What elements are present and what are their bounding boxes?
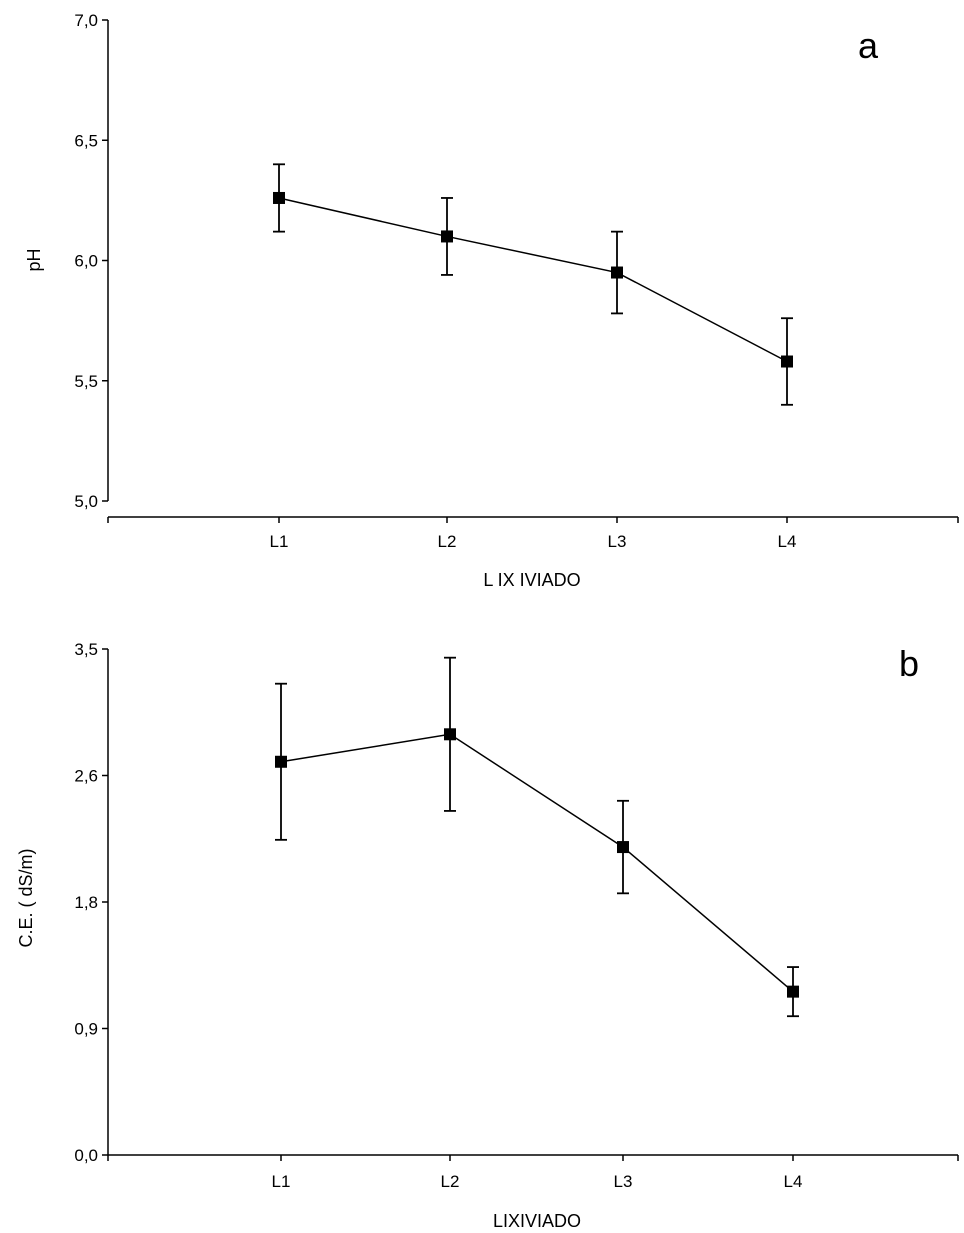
- panel-a-data-point-l1: [273, 191, 285, 204]
- panel-a-x-tick-label-l2: L2: [438, 532, 457, 551]
- panel-a-y-tick-label: 6,0: [74, 252, 98, 271]
- panel-a-y-tick-label: 5,5: [74, 372, 98, 391]
- panel-b-x-axis-title: LIXIVIADO: [493, 1211, 581, 1231]
- panel-b-x-tick-label-l2: L2: [441, 1172, 460, 1191]
- panel-a-letter: a: [858, 25, 879, 66]
- panel-a-y-axis-title: pH: [24, 248, 44, 271]
- panel-b-data-point-l1: [275, 755, 287, 768]
- panel-b-data-point-l4: [787, 985, 799, 998]
- panel-b-series-line: [280, 733, 794, 993]
- panel-a-data-point-l2: [441, 230, 453, 243]
- panel-b-chart: b LIXIVIADO C.E. ( dS/m) 0,0 0,9 1,8 2,6 3,5…: [16, 640, 959, 1231]
- panel-b-y-tick-label: 0,0: [74, 1146, 98, 1165]
- panel-b-data-point-l3: [617, 841, 629, 854]
- panel-a-x-tick-label-l1: L1: [270, 532, 289, 551]
- panel-a-x-axis-title: L IX IVIADO: [483, 570, 580, 590]
- panel-b-x-tick-label-l3: L3: [614, 1172, 633, 1191]
- panel-a-x-tick-label-l3: L3: [608, 532, 627, 551]
- panel-a-series-line: [278, 197, 788, 363]
- panel-b-y-tick-label: 1,8: [74, 893, 98, 912]
- panel-a-data-point-l4: [781, 355, 793, 368]
- panel-b-y-tick-label: 2,6: [74, 767, 98, 786]
- panel-b-y-tick-label: 3,5: [74, 640, 98, 659]
- panel-a-y-tick-label: 6,5: [74, 131, 98, 150]
- panel-b-x-tick-label-l1: L1: [272, 1172, 291, 1191]
- panel-b-data-point-l2: [444, 728, 456, 741]
- panel-a-data-point-l3: [611, 266, 623, 279]
- panel-b-y-axis-title: C.E. ( dS/m): [16, 848, 36, 947]
- panel-b-x-tick-label-l4: L4: [784, 1172, 803, 1191]
- panel-a-y-tick-label: 7,0: [74, 11, 98, 30]
- panel-a-chart: a L IX IVIADO pH 5,0 5,5 6,0 6,5 7,0 L1 L2 L3 L4: [24, 11, 959, 590]
- panel-a-y-tick-label: 5,0: [74, 492, 98, 511]
- panel-a-x-tick-label-l4: L4: [778, 532, 797, 551]
- panel-b-letter: b: [899, 643, 919, 684]
- panel-b-y-tick-label: 0,9: [74, 1020, 98, 1039]
